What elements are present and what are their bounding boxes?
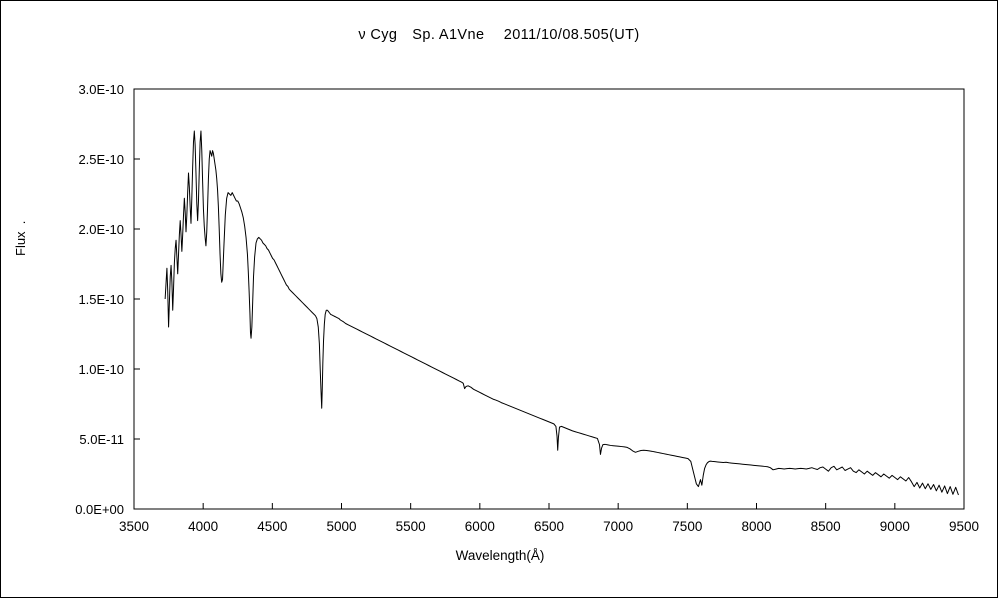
y-tick-label: 0.0E+00 xyxy=(75,502,124,517)
y-tick-label: 2.5E-10 xyxy=(78,152,124,167)
x-axis-label: Wavelength(Å) xyxy=(455,548,545,563)
x-tick-label: 4500 xyxy=(257,519,287,534)
x-tick-label: 6000 xyxy=(465,519,495,534)
spectrum-line xyxy=(164,130,959,496)
x-tick-label: 6500 xyxy=(534,519,564,534)
y-tick-label: 5.0E-11 xyxy=(79,432,124,447)
axis-ticks xyxy=(133,88,965,510)
x-tick-label: 8500 xyxy=(811,519,841,534)
x-tick-label: 9000 xyxy=(880,519,910,534)
axis-tick-labels: 3500 4000 4500 5000 5500 6000 6500 7000 7500 8000… xyxy=(75,82,979,534)
x-tick-label: 5000 xyxy=(326,519,356,534)
x-tick-label: 3500 xyxy=(119,519,149,534)
x-tick-label: 4000 xyxy=(188,519,218,534)
y-tick-label: 2.0E-10 xyxy=(78,222,124,237)
y-tick-label: 3.0E-10 xyxy=(78,82,124,97)
x-tick-label: 7500 xyxy=(672,519,702,534)
spectrum-trace xyxy=(164,130,959,496)
plot-frame xyxy=(133,88,965,510)
plot-border xyxy=(133,88,965,510)
x-tick-label: 5500 xyxy=(396,519,426,534)
chart-title: ν Cyg Sp. A1Vne 2011/10/08.505(UT) xyxy=(358,27,640,43)
x-tick-label: 8000 xyxy=(741,519,771,534)
x-tick-label: 7000 xyxy=(603,519,633,534)
y-tick-label: 1.0E-10 xyxy=(78,362,124,377)
x-tick-label: 9500 xyxy=(949,519,979,534)
y-tick-label: 1.5E-10 xyxy=(78,292,124,307)
